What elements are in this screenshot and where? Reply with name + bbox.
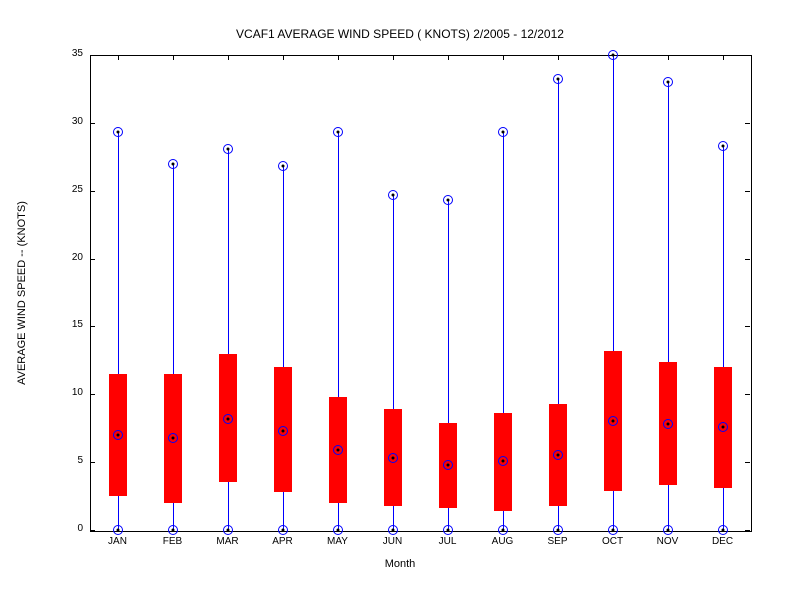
ytick-mark [90,326,95,327]
ytick-mark [90,191,95,192]
ytick-mark [745,394,750,395]
ytick-mark [90,259,95,260]
ytick-label: 5 [55,455,83,466]
outlier-dot [446,199,449,202]
low-dot [116,529,119,532]
outlier-dot [611,54,614,57]
ytick-label: 10 [55,387,83,398]
xtick-label: AUG [483,536,523,547]
xtick-mark [393,55,394,60]
low-dot [336,529,339,532]
ytick-mark [745,55,750,56]
outlier-dot [501,131,504,134]
xtick-mark [503,55,504,60]
ytick-label: 30 [55,116,83,127]
y-axis-label: AVERAGE WIND SPEED -- (KNOTS) [16,201,28,385]
xtick-label: FEB [153,536,193,547]
ytick-label: 15 [55,319,83,330]
xtick-mark [228,55,229,60]
xtick-label: JUN [373,536,413,547]
x-axis-label: Month [0,558,800,570]
xtick-label: APR [263,536,303,547]
low-dot [501,529,504,532]
ytick-label: 25 [55,184,83,195]
outlier-dot [336,131,339,134]
xtick-label: OCT [593,536,633,547]
plot-area [90,55,752,532]
ytick-mark [745,191,750,192]
outlier-dot [721,144,724,147]
low-dot [226,529,229,532]
xtick-label: NOV [648,536,688,547]
chart-container: VCAF1 AVERAGE WIND SPEED ( KNOTS) 2/2005… [0,0,800,600]
xtick-mark [558,55,559,60]
low-dot [556,529,559,532]
xtick-mark [668,55,669,60]
median-dot [171,436,174,439]
ytick-mark [745,462,750,463]
xtick-mark [448,55,449,60]
chart-title: VCAF1 AVERAGE WIND SPEED ( KNOTS) 2/2005… [0,27,800,41]
xtick-label: MAY [318,536,358,547]
median-dot [391,457,394,460]
xtick-label: SEP [538,536,578,547]
outlier-dot [391,193,394,196]
ytick-mark [745,259,750,260]
low-dot [611,529,614,532]
low-dot [391,529,394,532]
outlier-dot [556,78,559,81]
xtick-mark [283,55,284,60]
ytick-label: 20 [55,252,83,263]
low-dot [446,529,449,532]
low-dot [171,529,174,532]
ytick-mark [90,530,95,531]
xtick-label: JUL [428,536,468,547]
xtick-label: MAR [208,536,248,547]
median-dot [611,420,614,423]
median-dot [501,459,504,462]
xtick-label: JAN [98,536,138,547]
median-dot [336,448,339,451]
median-dot [446,463,449,466]
xtick-mark [173,55,174,60]
low-dot [666,529,669,532]
outlier-dot [116,131,119,134]
median-dot [281,429,284,432]
ytick-mark [745,326,750,327]
median-dot [226,417,229,420]
median-dot [666,423,669,426]
outlier-dot [281,165,284,168]
median-dot [116,434,119,437]
xtick-label: DEC [703,536,743,547]
xtick-mark [118,55,119,60]
outlier-dot [226,147,229,150]
ytick-mark [90,462,95,463]
xtick-mark [723,55,724,60]
ytick-mark [745,123,750,124]
ytick-mark [745,530,750,531]
ytick-label: 0 [55,523,83,534]
low-dot [281,529,284,532]
low-dot [721,529,724,532]
ytick-mark [90,123,95,124]
outlier-dot [171,162,174,165]
ytick-mark [90,55,95,56]
xtick-mark [338,55,339,60]
ytick-label: 35 [55,48,83,59]
median-dot [556,454,559,457]
median-dot [721,425,724,428]
ytick-mark [90,394,95,395]
outlier-dot [666,81,669,84]
